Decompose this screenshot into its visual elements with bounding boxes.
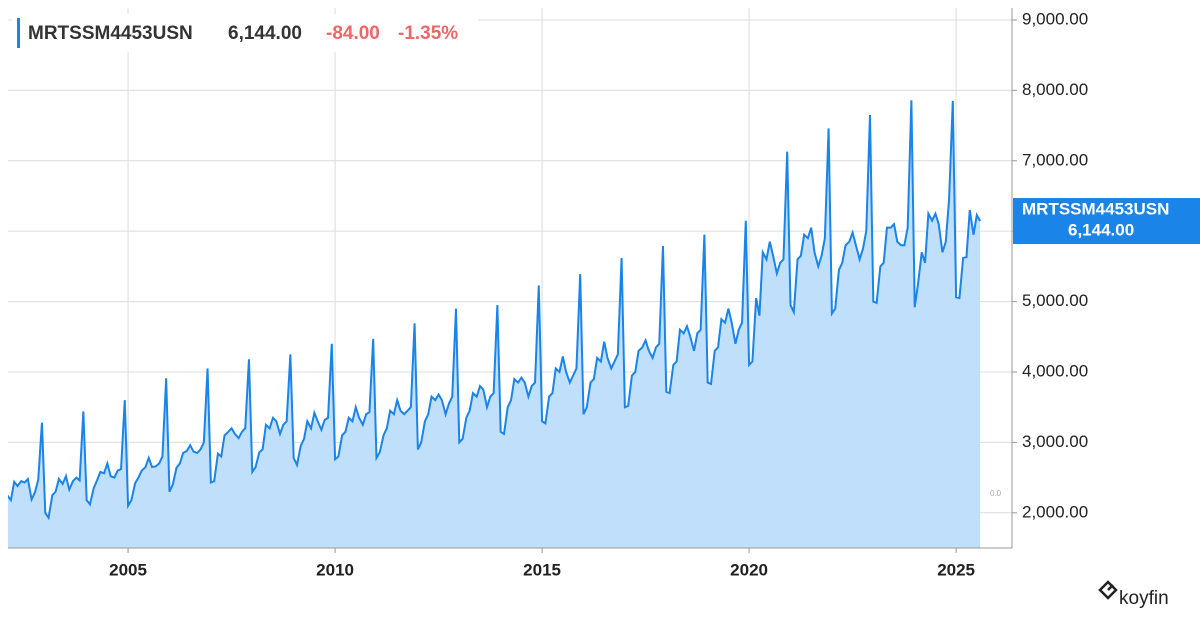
y-tick-label: 3,000.00: [1022, 432, 1088, 451]
y-tick-label: 8,000.00: [1022, 80, 1088, 99]
x-tick-label: 2025: [937, 560, 975, 579]
y-tick-label: 5,000.00: [1022, 291, 1088, 310]
line: [8, 100, 981, 521]
change-percent: -1.35%: [398, 23, 458, 44]
y-tick-label: 4,000.00: [1022, 361, 1088, 380]
y-tick-label: 9,000.00: [1022, 9, 1088, 28]
legend-marker: [17, 18, 20, 48]
area: [8, 100, 981, 548]
symbol: MRTSSM4453USN: [28, 23, 193, 44]
y-tick-label: 7,000.00: [1022, 150, 1088, 169]
annotation: 0.0: [990, 489, 1002, 498]
last-value-badge: [1013, 198, 1200, 245]
x-tick-label: 2005: [109, 560, 147, 579]
x-tick-label: 2020: [730, 560, 768, 579]
legend-box: [12, 14, 478, 52]
brand: koyfin: [1119, 588, 1169, 609]
badge-value: 6,144.00: [1068, 221, 1134, 240]
brand-logo: koyfin: [1098, 580, 1169, 609]
badge-symbol: MRTSSM4453USN: [1022, 200, 1169, 219]
x-tick-label: 2015: [523, 560, 561, 579]
change: -84.00: [326, 23, 380, 44]
x-tick-label: 2010: [316, 560, 354, 579]
last-value: 6,144.00: [228, 23, 302, 44]
y-tick-label: 2,000.00: [1022, 502, 1088, 521]
